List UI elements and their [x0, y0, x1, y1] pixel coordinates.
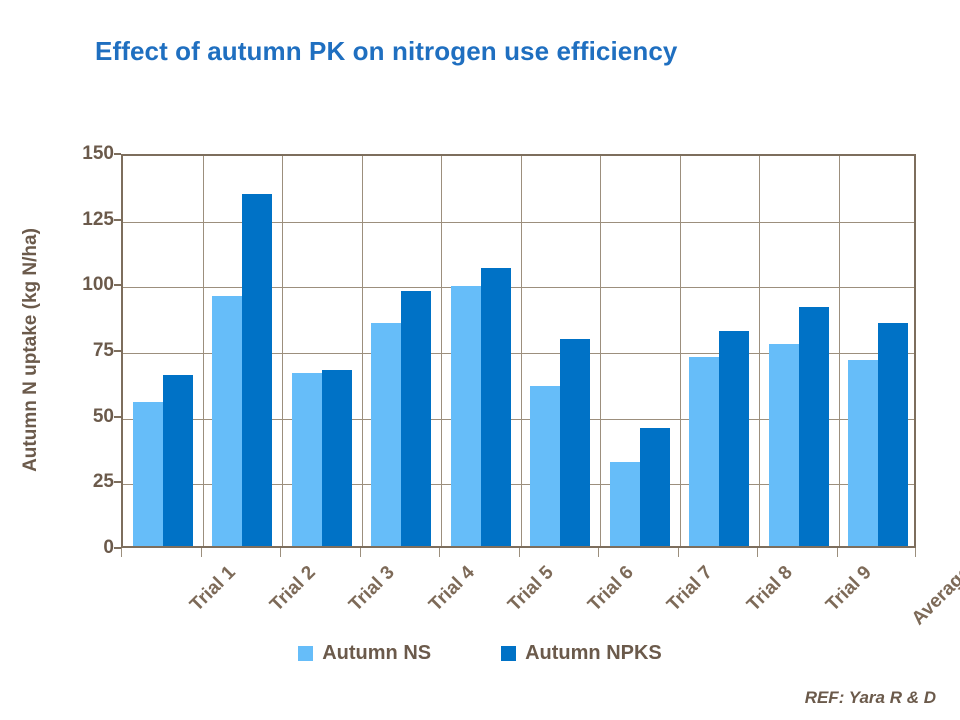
- legend-label: Autumn NS: [322, 642, 432, 664]
- y-axis-tick-label: 0: [103, 537, 114, 558]
- category-separator: [520, 156, 522, 546]
- x-axis-tick-mark: [518, 548, 520, 557]
- x-axis-tick-mark: [359, 548, 361, 557]
- y-axis-tick-mark: [114, 415, 121, 418]
- y-axis-tick-mark: [114, 547, 121, 549]
- y-axis-tick-label: 50: [92, 405, 114, 427]
- bar[interactable]: [162, 375, 193, 546]
- y-axis-tick-marks: [114, 153, 122, 549]
- category-separator: [759, 156, 760, 546]
- bar[interactable]: [798, 306, 829, 546]
- bar[interactable]: [401, 291, 432, 546]
- bar[interactable]: [878, 322, 909, 546]
- category-separator: [361, 156, 363, 546]
- bar-group: [123, 156, 203, 546]
- x-axis-tick-marks: [121, 548, 916, 558]
- y-axis-tick-mark: [114, 284, 121, 287]
- bar-group: [600, 156, 680, 546]
- chart-title: Effect of autumn PK on nitrogen use effi…: [95, 36, 678, 66]
- x-axis-tick-mark: [598, 548, 599, 557]
- gridline: [123, 287, 914, 289]
- x-axis-category-label: Trial 1: [186, 562, 241, 616]
- bar-group: [203, 156, 283, 546]
- bar-group: [282, 156, 362, 546]
- legend-swatch-icon: [298, 646, 314, 661]
- bar[interactable]: [132, 401, 163, 546]
- bar[interactable]: [242, 194, 273, 546]
- y-axis-tick-label: 125: [82, 208, 114, 230]
- legend-item[interactable]: Autumn NPKS: [501, 642, 662, 665]
- y-axis-tick-label: 25: [92, 471, 114, 493]
- bar[interactable]: [212, 296, 243, 546]
- bar-group: [680, 156, 760, 546]
- x-axis-category-label: Trial 5: [504, 562, 559, 616]
- y-axis-tick-labels: 0 25 50 75 100 125 150: [46, 143, 114, 558]
- gridline: [123, 221, 914, 223]
- x-axis-category-label: Trial 7: [663, 562, 718, 616]
- category-separator: [202, 156, 204, 546]
- x-axis-tick-mark: [677, 548, 679, 557]
- gridline: [123, 418, 914, 420]
- x-axis-tick-mark: [121, 548, 122, 557]
- x-axis-category-label: Trial 8: [742, 562, 797, 616]
- x-axis-category-label: Trial 9: [822, 562, 877, 616]
- bar-group: [362, 156, 442, 546]
- x-axis-category-labels: Trial 1 Trial 2 Trial 3 Trial 4 Trial 5 Trial…: [121, 556, 960, 636]
- category-separator: [838, 156, 840, 546]
- bars-layer: [123, 156, 914, 546]
- bar-group: [521, 156, 601, 546]
- bar[interactable]: [689, 356, 720, 546]
- bar[interactable]: [450, 285, 481, 546]
- bar[interactable]: [530, 385, 561, 546]
- x-axis-tick-mark: [915, 548, 916, 557]
- bar-group: [759, 156, 839, 546]
- bar[interactable]: [848, 359, 879, 546]
- category-separator: [441, 156, 442, 546]
- x-axis-tick-mark: [836, 548, 838, 557]
- legend-label: Autumn NPKS: [525, 642, 662, 664]
- y-axis-tick-label: 150: [82, 143, 114, 164]
- x-axis-tick-mark: [200, 548, 202, 557]
- y-axis-tick-label: 100: [82, 274, 114, 296]
- y-axis-tick-mark: [114, 218, 121, 221]
- legend-swatch-icon: [501, 646, 517, 661]
- bar-group: [839, 156, 919, 546]
- category-separator: [679, 156, 681, 546]
- bar[interactable]: [768, 343, 799, 546]
- x-axis-tick-mark: [439, 548, 440, 557]
- x-axis-category-label: Trial 4: [424, 562, 479, 616]
- bar-group: [441, 156, 521, 546]
- x-axis-tick-mark: [757, 548, 758, 557]
- bar[interactable]: [560, 338, 591, 546]
- plot-area: [121, 154, 916, 548]
- legend-item[interactable]: Autumn NS: [298, 642, 431, 665]
- y-axis-title: Autumn N uptake (kg N/ha): [20, 228, 41, 472]
- reference-note: REF: Yara R & D: [804, 688, 936, 707]
- y-axis-tick-mark: [114, 350, 121, 352]
- bar[interactable]: [291, 372, 322, 546]
- chart-legend: Autumn NS Autumn NPKS: [0, 642, 960, 665]
- bar[interactable]: [371, 322, 402, 546]
- x-axis-tick-mark: [280, 548, 281, 557]
- bar[interactable]: [639, 427, 670, 546]
- y-axis-tick-mark: [114, 153, 121, 155]
- category-separator: [282, 156, 283, 546]
- category-separator: [600, 156, 601, 546]
- x-axis-category-label: Trial 3: [345, 562, 400, 616]
- bar[interactable]: [480, 267, 511, 546]
- y-axis-tick-label: 75: [92, 340, 114, 361]
- bar[interactable]: [321, 370, 352, 546]
- bar[interactable]: [719, 330, 750, 546]
- y-axis-title-container: Autumn N uptake (kg N/ha): [14, 150, 48, 550]
- x-axis-category-label: Trial 2: [265, 562, 320, 616]
- gridline: [123, 484, 914, 486]
- gridline: [123, 353, 914, 354]
- x-axis-category-label: Trial 6: [583, 562, 638, 616]
- y-axis-tick-mark: [114, 481, 121, 484]
- x-axis-category-label: Average: [907, 562, 960, 630]
- bar[interactable]: [609, 461, 640, 546]
